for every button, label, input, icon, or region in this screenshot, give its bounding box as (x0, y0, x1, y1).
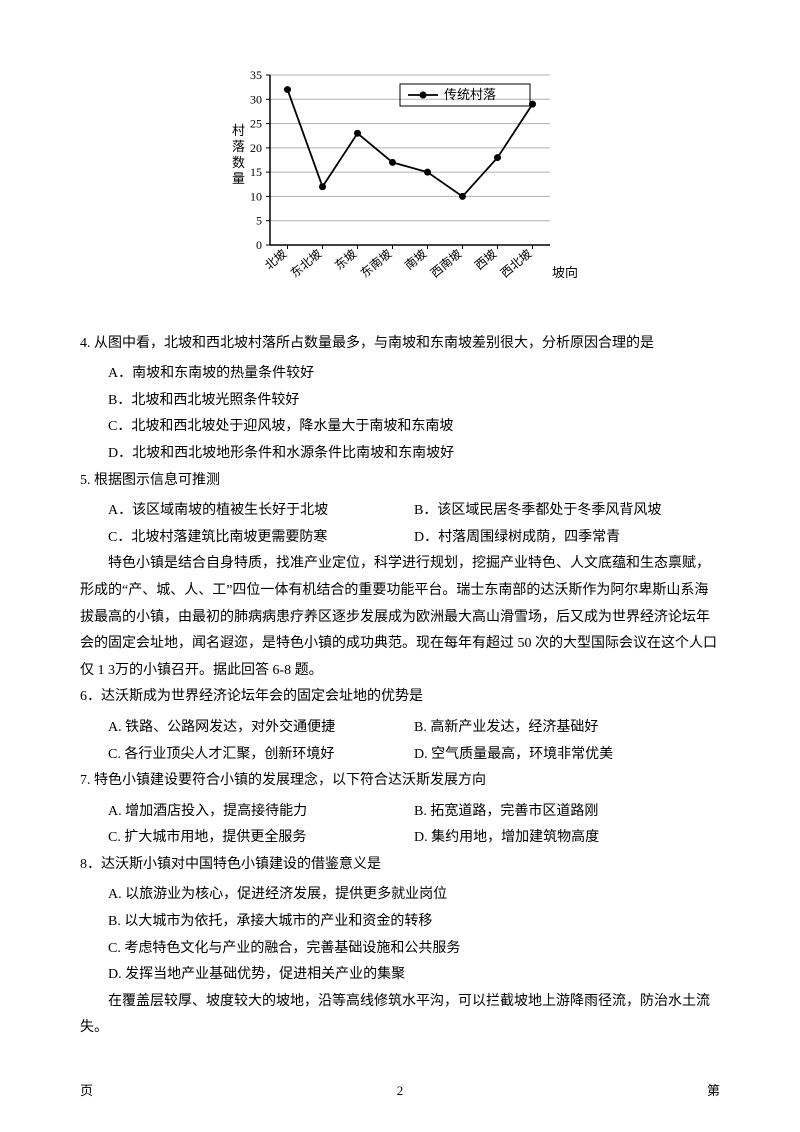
q5-option-d: D．村落周围绿树成荫，四季常青 (414, 525, 720, 552)
q8-option-a: A. 以旅游业为核心，促进经济发展，提供更多就业岗位 (108, 882, 720, 909)
q6-option-a: A. 铁路、公路网发达，对外交通便捷 (108, 715, 414, 742)
q5-stem: 5. 根据图示信息可推测 (80, 468, 720, 495)
q8-options: A. 以旅游业为核心，促进经济发展，提供更多就业岗位 B. 以大城市为依托，承接… (80, 882, 720, 988)
footer-right: 第 (707, 1079, 720, 1104)
svg-text:传统村落: 传统村落 (444, 87, 496, 102)
svg-text:坡向: 坡向 (552, 265, 578, 280)
q4-option-b: B．北坡和西北坡光照条件较好 (108, 388, 720, 415)
q6-option-c: C. 各行业顶尖人才汇聚，创新环境好 (108, 742, 414, 769)
page-footer: 页 2 第 (80, 1079, 720, 1104)
svg-text:25: 25 (250, 117, 262, 131)
svg-text:村: 村 (232, 123, 245, 138)
q7-stem: 7. 特色小镇建设要符合小镇的发展理念，以下符合达沃斯发展方向 (80, 768, 720, 795)
q6-option-d: D. 空气质量最高，环境非常优美 (414, 742, 720, 769)
q5-option-a: A．该区域南坡的植被生长好于北坡 (108, 498, 414, 525)
q6-options: A. 铁路、公路网发达，对外交通便捷 B. 高新产业发达，经济基础好 C. 各行… (80, 715, 720, 768)
q4-stem: 4. 从图中看，北坡和西北坡村落所占数量最多，与南坡和东南坡差别很大，分析原因合… (80, 331, 720, 358)
q5-option-b: B．该区域民居冬季都处于冬季风背风坡 (414, 498, 720, 525)
footer-left: 页 (80, 1079, 93, 1104)
svg-text:量: 量 (232, 171, 245, 186)
q7-option-c: C. 扩大城市用地，提供更全服务 (108, 825, 414, 852)
footer-page-number: 2 (93, 1079, 707, 1104)
q8-option-c: C. 考虑特色文化与产业的融合，完善基础设施和公共服务 (108, 936, 720, 963)
svg-text:数: 数 (232, 155, 245, 170)
q4-option-c: C．北坡和西北坡处于迎风坡，降水量大于南坡和东南坡 (108, 414, 720, 441)
q6-option-b: B. 高新产业发达，经济基础好 (414, 715, 720, 742)
q8-option-b: B. 以大城市为依托，承接大城市的产业和资金的转移 (108, 909, 720, 936)
village-chart: 05101520253035村落数量北坡东北坡东坡东南坡南坡西南坡西坡西北坡坡向… (210, 60, 590, 311)
svg-text:15: 15 (250, 165, 262, 179)
chart-svg: 05101520253035村落数量北坡东北坡东坡东南坡南坡西南坡西坡西北坡坡向… (210, 60, 590, 300)
q7-option-d: D. 集约用地，增加建筑物高度 (414, 825, 720, 852)
svg-text:20: 20 (250, 141, 262, 155)
svg-text:落: 落 (232, 139, 245, 154)
q4-option-a: A．南坡和东南坡的热量条件较好 (108, 361, 720, 388)
q4-options: A．南坡和东南坡的热量条件较好 B．北坡和西北坡光照条件较好 C．北坡和西北坡处… (80, 361, 720, 467)
passage-davos: 特色小镇是结合自身特质，找准产业定位，科学进行规划，挖掘产业特色、人文底蕴和生态… (80, 551, 720, 684)
svg-text:5: 5 (256, 214, 262, 228)
svg-text:35: 35 (250, 68, 262, 82)
q6-stem: 6．达沃斯成为世界经济论坛年会的固定会址地的优势是 (80, 684, 720, 711)
q7-option-b: B. 拓宽道路，完善市区道路刚 (414, 799, 720, 826)
svg-text:0: 0 (256, 238, 262, 252)
q5-options: A．该区域南坡的植被生长好于北坡 B．该区域民居冬季都处于冬季风背风坡 C．北坡… (80, 498, 720, 551)
passage-slope: 在覆盖层较厚、坡度较大的坡地，沿等高线修筑水平沟，可以拦截坡地上游降雨径流，防治… (80, 989, 720, 1042)
svg-text:30: 30 (250, 92, 262, 106)
q8-stem: 8．达沃斯小镇对中国特色小镇建设的借鉴意义是 (80, 852, 720, 879)
q7-option-a: A. 增加酒店投入，提高接待能力 (108, 799, 414, 826)
svg-text:10: 10 (250, 189, 262, 203)
q7-options: A. 增加酒店投入，提高接待能力 B. 拓宽道路，完善市区道路刚 C. 扩大城市… (80, 799, 720, 852)
q4-option-d: D．北坡和西北坡地形条件和水源条件比南坡和东南坡好 (108, 441, 720, 468)
q8-option-d: D. 发挥当地产业基础优势，促进相关产业的集聚 (108, 962, 720, 989)
q5-option-c: C．北坡村落建筑比南坡更需要防寒 (108, 525, 414, 552)
